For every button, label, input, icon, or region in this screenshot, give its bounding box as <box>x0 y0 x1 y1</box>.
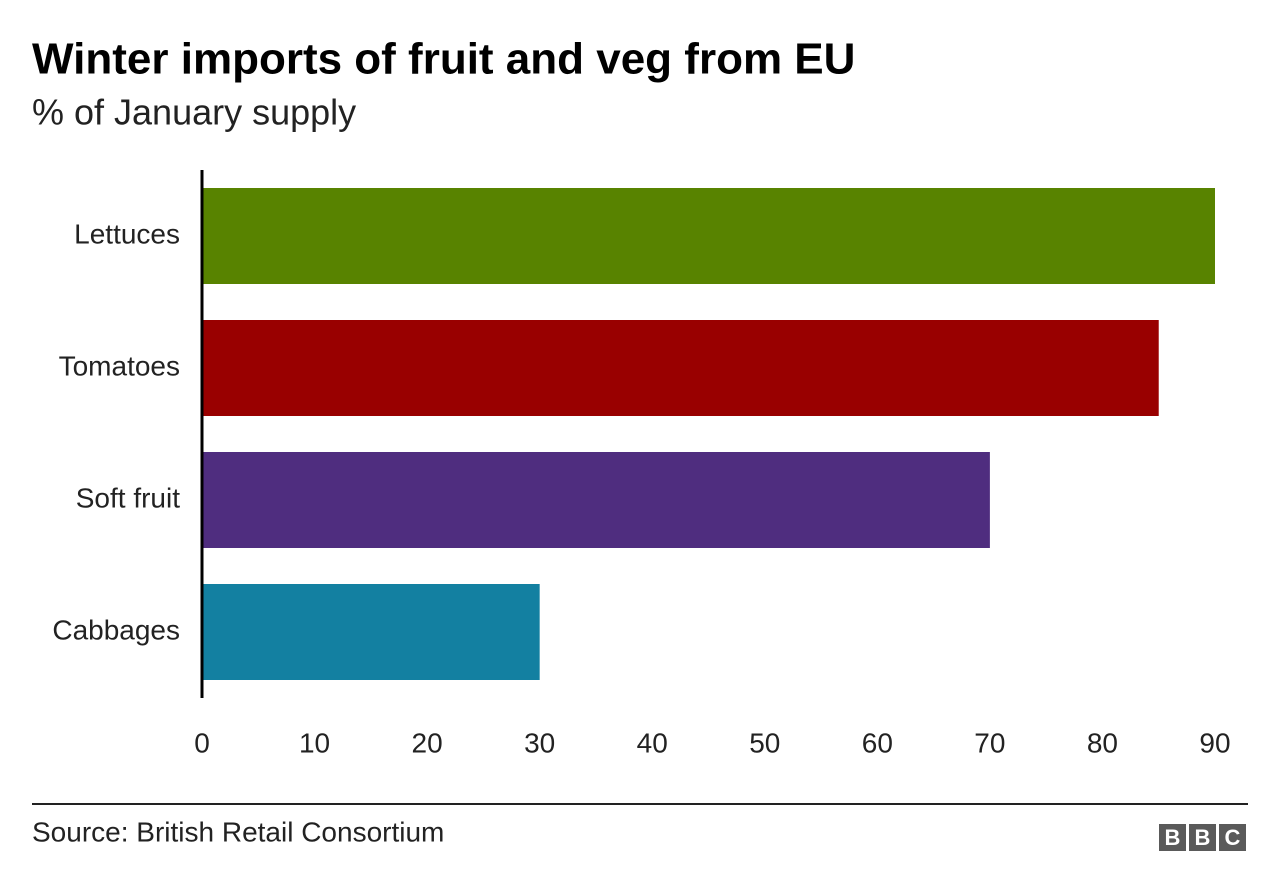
x-tick-label: 30 <box>524 727 555 758</box>
bar <box>202 584 540 680</box>
logo-letter: C <box>1225 825 1241 850</box>
y-tick-label: Tomatoes <box>59 350 180 381</box>
logo-letter: B <box>1165 825 1181 850</box>
chart-title: Winter imports of fruit and veg from EU <box>32 35 855 84</box>
x-tick-label: 60 <box>862 727 893 758</box>
logo-letter: B <box>1195 825 1211 850</box>
bar <box>202 452 990 548</box>
x-tick-label: 10 <box>299 727 330 758</box>
logo-box <box>1189 824 1216 851</box>
bar <box>202 320 1159 416</box>
logo-box <box>1159 824 1186 851</box>
x-tick-label: 0 <box>194 727 210 758</box>
x-tick-label: 50 <box>749 727 780 758</box>
bar <box>202 188 1215 284</box>
x-tick-label: 70 <box>974 727 1005 758</box>
y-tick-label: Cabbages <box>52 614 180 645</box>
x-tick-label: 40 <box>637 727 668 758</box>
y-tick-label: Soft fruit <box>76 482 180 513</box>
x-tick-label: 80 <box>1087 727 1118 758</box>
x-tick-label: 90 <box>1199 727 1230 758</box>
chart-subtitle: % of January supply <box>32 92 356 133</box>
logo-box <box>1219 824 1246 851</box>
x-tick-label: 20 <box>412 727 443 758</box>
source-note: Source: British Retail Consortium <box>32 816 444 847</box>
y-tick-label: Lettuces <box>74 218 180 249</box>
